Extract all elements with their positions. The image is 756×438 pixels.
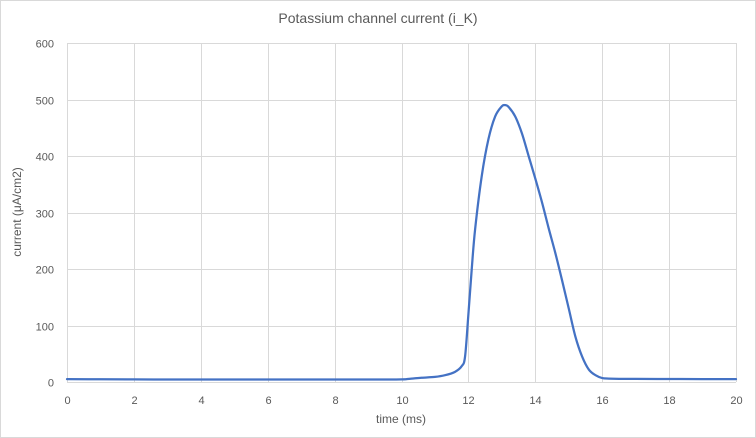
chart-title: Potassium channel current (i_K) [278, 10, 477, 26]
y-tick-label: 100 [36, 322, 54, 334]
series-line [65, 103, 738, 381]
gridlines [67, 43, 737, 383]
y-axis-label: current (μA/cm2) [10, 167, 24, 257]
y-tick-label: 200 [36, 265, 54, 277]
x-tick-label: 20 [730, 395, 742, 407]
x-tick-label: 12 [462, 395, 474, 407]
x-tick-label: 6 [265, 395, 271, 407]
x-tick-label: 2 [131, 395, 137, 407]
x-tick-label: 0 [64, 395, 70, 407]
x-tick-label: 8 [332, 395, 338, 407]
x-tick-label: 16 [596, 395, 608, 407]
y-tick-label: 600 [36, 39, 54, 51]
x-tick-labels: 0 2 4 6 8 10 12 14 16 18 20 [64, 395, 742, 407]
x-tick-label: 18 [663, 395, 675, 407]
y-tick-label: 300 [36, 209, 54, 221]
x-tick-label: 10 [396, 395, 408, 407]
x-axis-label: time (ms) [376, 412, 426, 426]
y-tick-label: 0 [48, 378, 54, 390]
y-tick-labels: 0 100 200 300 400 500 600 [36, 39, 54, 390]
x-tick-label: 14 [529, 395, 541, 407]
y-tick-label: 500 [36, 96, 54, 108]
y-tick-label: 400 [36, 152, 54, 164]
x-tick-label: 4 [198, 395, 204, 407]
